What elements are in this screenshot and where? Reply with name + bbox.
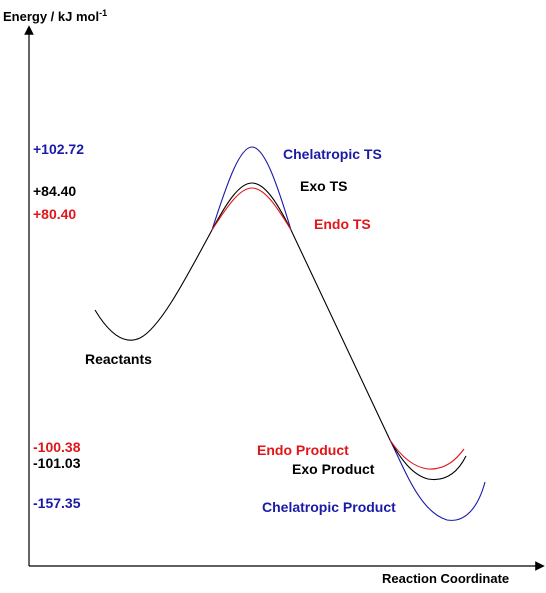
value-exo-product: -101.03 — [33, 455, 81, 471]
value-chelatropic-product: -157.35 — [33, 495, 81, 511]
value-chelatropic-ts: +102.72 — [33, 141, 84, 157]
y-axis-title: Energy / kJ mol-1 — [3, 8, 107, 24]
reactants-path — [94, 229, 213, 341]
label-endo-product: Endo Product — [257, 442, 349, 458]
endo-ts-curve — [211, 187, 292, 231]
descending-path — [290, 229, 391, 441]
chelatropic-ts-curve — [211, 146, 292, 231]
value-endo-ts: +80.40 — [33, 206, 76, 222]
label-exo-ts: Exo TS — [300, 178, 347, 194]
x-axis-title: Reaction Coordinate — [382, 571, 509, 586]
value-endo-product: -100.38 — [33, 439, 81, 455]
y-axis-title-text: Energy / kJ mol — [3, 9, 99, 24]
label-chelatropic-ts: Chelatropic TS — [283, 146, 382, 162]
y-axis-title-superscript: -1 — [99, 8, 107, 18]
value-exo-ts: +84.40 — [33, 183, 76, 199]
endo-product-curve — [389, 439, 465, 470]
exo-ts-curve — [211, 182, 292, 231]
label-reactants: Reactants — [85, 351, 152, 367]
chelatropic-product-curve — [389, 439, 486, 521]
exo-product-curve — [389, 439, 467, 481]
label-endo-ts: Endo TS — [314, 216, 371, 232]
label-chelatropic-product: Chelatropic Product — [262, 499, 396, 515]
label-exo-product: Exo Product — [292, 461, 375, 477]
